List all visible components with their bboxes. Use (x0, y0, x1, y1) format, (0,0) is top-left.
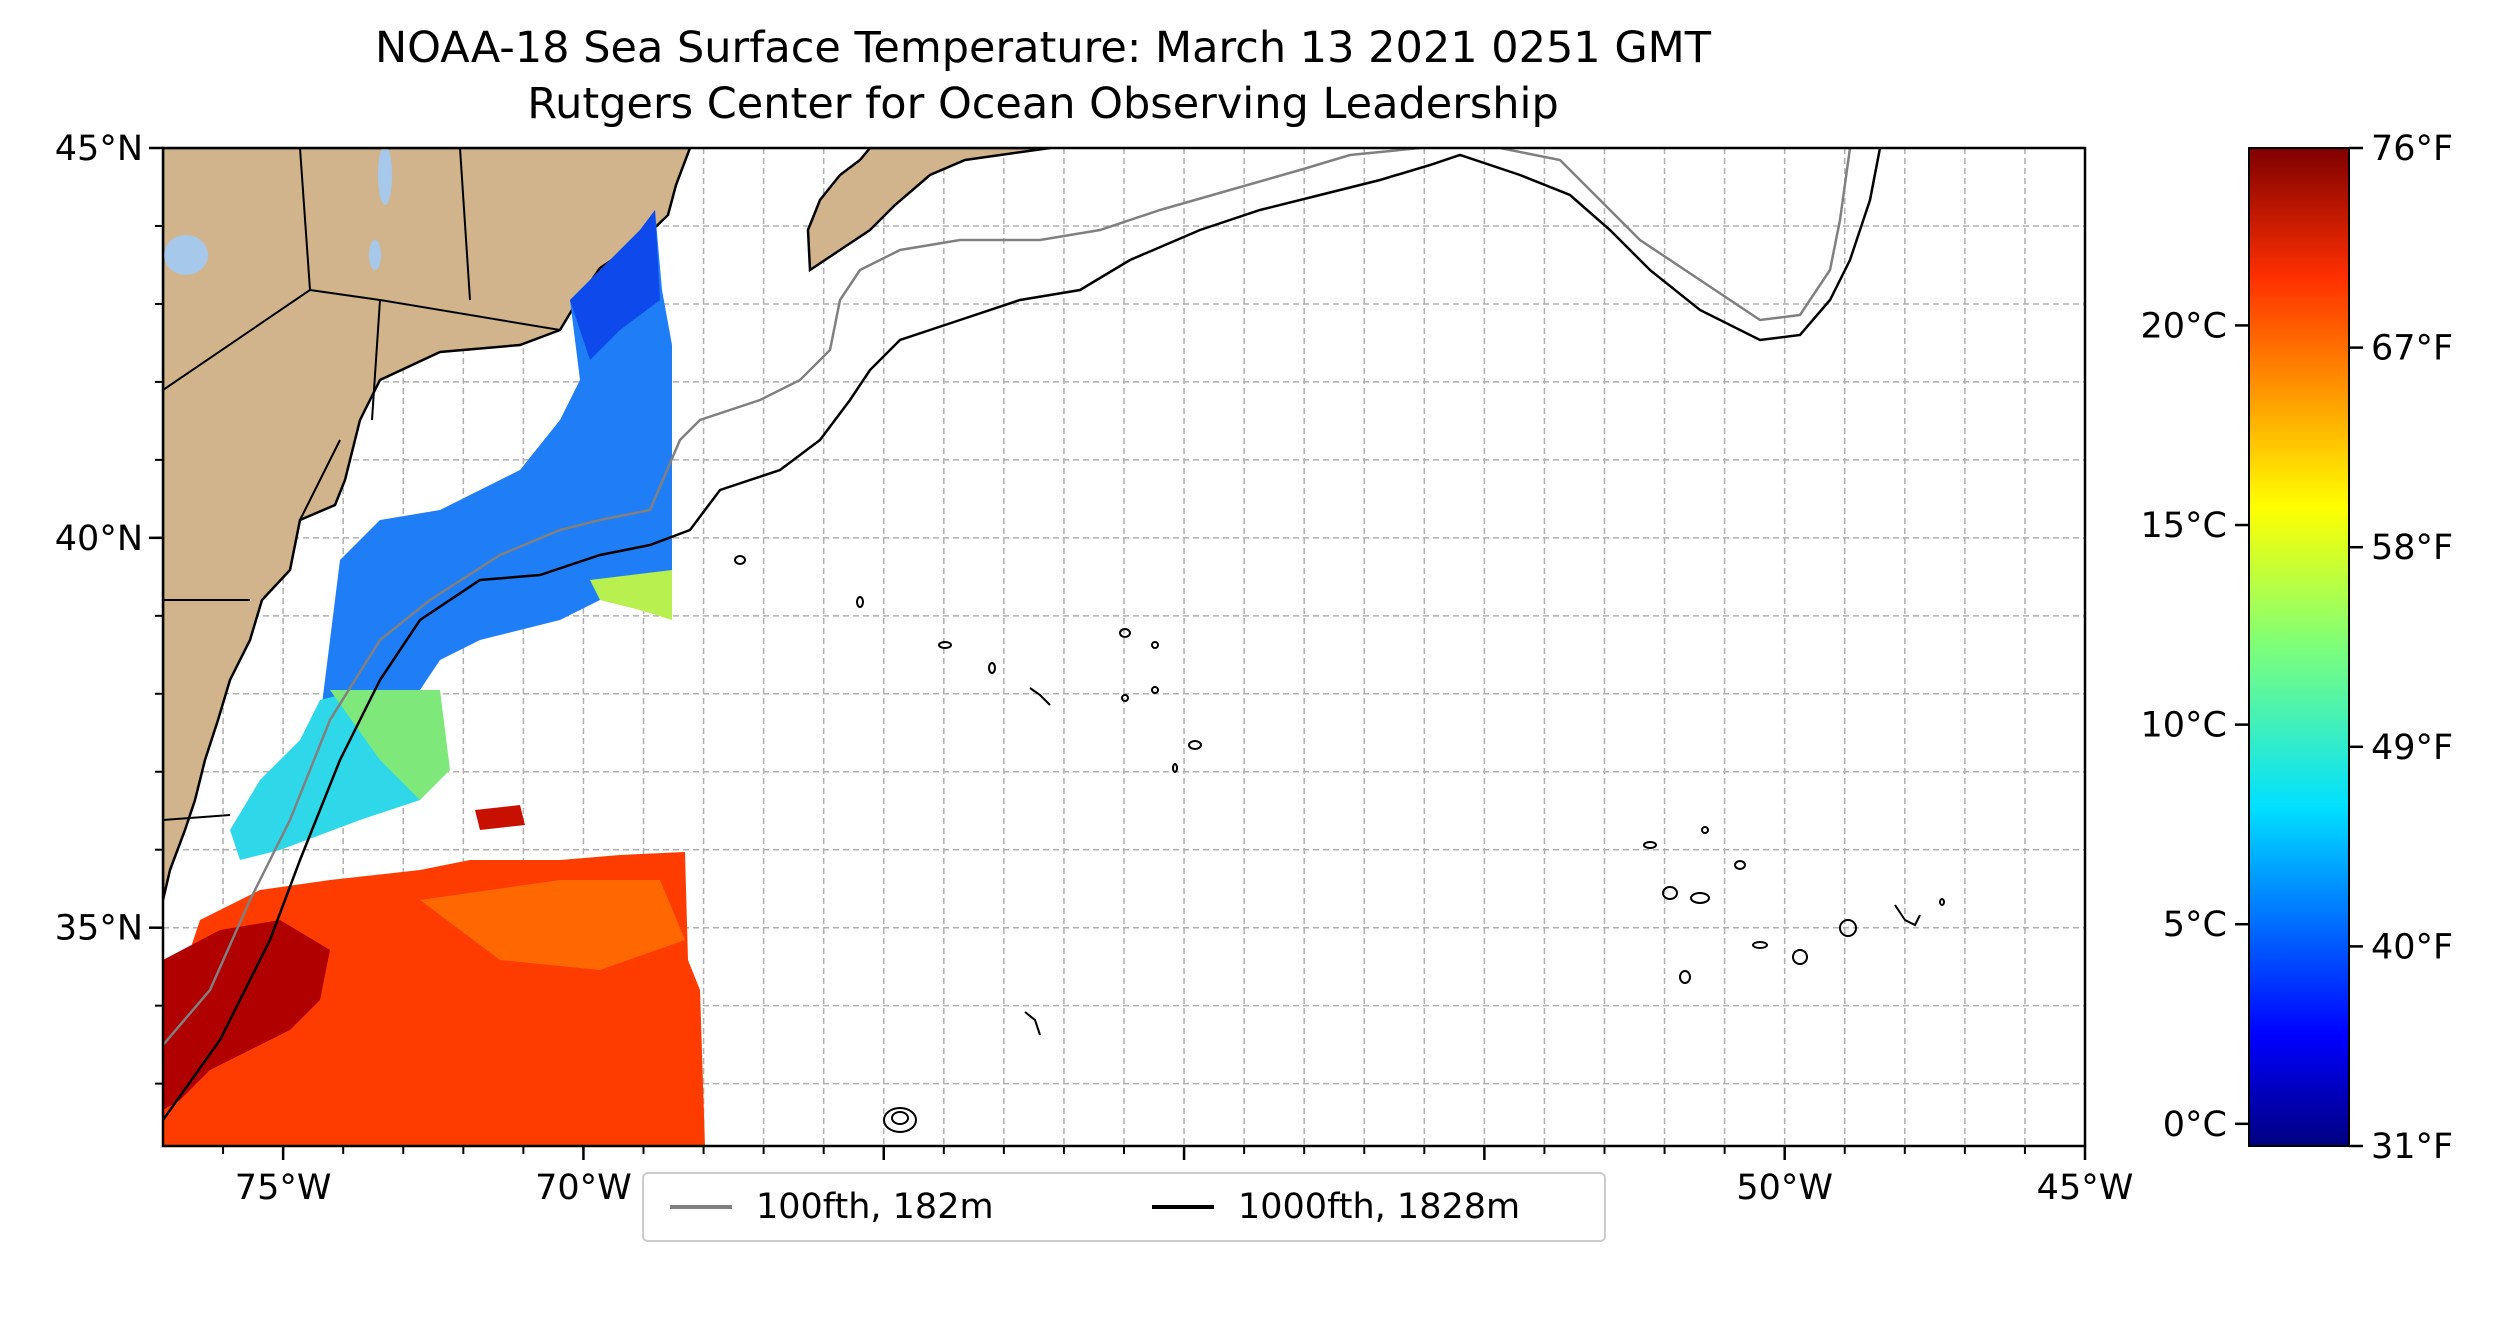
colorbar-celsius-label: 20°C (2141, 306, 2227, 346)
legend-line-gray (670, 1205, 732, 1209)
lat-tick-label: 45°N (55, 129, 143, 169)
land-nova-scotia (806, 148, 1051, 273)
latitude-ticks: 45°N 40°N 35°N (55, 129, 163, 1085)
colorbar-fahrenheit-label: 49°F (2371, 728, 2453, 768)
colorbar-fahrenheit-label: 40°F (2371, 927, 2453, 967)
lon-tick-label: 70°W (535, 1168, 632, 1208)
legend-label-100fth: 100fth, 182m (756, 1187, 994, 1227)
sst-swath-warm-edge (590, 570, 672, 620)
inland-water (164, 148, 392, 275)
lat-tick-label: 35°N (55, 909, 143, 949)
map-title: NOAA-18 Sea Surface Temperature: March 1… (374, 23, 1712, 73)
colorbar (2248, 147, 2350, 1147)
isobath-100fth (163, 148, 1852, 1046)
colorbar-fahrenheit-label: 31°F (2371, 1127, 2453, 1167)
isobath-legend: 100fth, 182m 1000fth, 1828m (642, 1172, 1606, 1242)
colorbar-celsius-label: 10°C (2141, 706, 2227, 746)
legend-line-black (1152, 1205, 1214, 1209)
sst-red-patch (475, 805, 525, 830)
lon-tick-label: 50°W (1736, 1168, 1833, 1208)
colorbar-celsius-label: 5°C (2163, 905, 2227, 945)
colorbar-fahrenheit-label: 76°F (2371, 129, 2453, 169)
colorbar-celsius-label: 0°C (2163, 1105, 2227, 1145)
map-subtitle: Rutgers Center for Ocean Observing Leade… (527, 79, 1559, 129)
sst-swath-cold (290, 210, 672, 820)
state-borders (163, 148, 561, 986)
legend-label-1000fth: 1000fth, 1828m (1238, 1187, 1521, 1227)
sst-gulf-stream-orange (420, 880, 685, 970)
colorbar-celsius-ticks: 0°C 5°C 10°C 15°C 20°C (2141, 306, 2249, 1145)
legend-item-100fth: 100fth, 182m (670, 1174, 994, 1240)
lat-tick-label: 40°N (55, 519, 143, 559)
colorbar-fahrenheit-ticks: 31°F 40°F 49°F 58°F 67°F 76°F (2349, 129, 2453, 1167)
colorbar-fahrenheit-label: 58°F (2371, 528, 2453, 568)
sst-swath-cold-deep (570, 210, 660, 360)
lon-tick-label: 75°W (235, 1168, 332, 1208)
seamounts (734, 555, 1945, 1133)
colorbar-celsius-label: 15°C (2141, 506, 2227, 546)
lon-tick-label: 45°W (2037, 1168, 2134, 1208)
legend-item-1000fth: 1000fth, 1828m (1152, 1174, 1520, 1240)
isobath-1000fth (163, 148, 1882, 1121)
colorbar-fahrenheit-label: 67°F (2371, 329, 2453, 369)
